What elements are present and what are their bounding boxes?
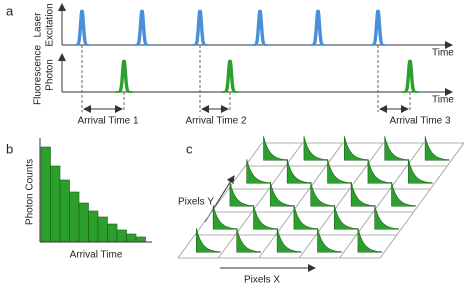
axis-label: Laser [33, 12, 44, 38]
decay-curve [286, 159, 312, 184]
pulse [370, 9, 388, 46]
arrival-label: Arrival Time 1 [77, 116, 139, 127]
decay-curve [391, 182, 416, 207]
pulse [252, 9, 270, 46]
panel-a: a Laser Excitation Fluorescence Photon T… [6, 3, 454, 127]
pulse [116, 59, 134, 93]
histogram-bar [97, 216, 108, 243]
decay-curve [253, 205, 278, 230]
pulse [402, 59, 420, 93]
pulse [74, 9, 92, 46]
grid-line [298, 142, 384, 259]
arrival-label: Arrival Time 2 [185, 116, 247, 127]
decay-curve [327, 159, 352, 184]
panel-b: b Photon Counts Arrival Time [6, 138, 152, 261]
axis-label: Excitation [45, 3, 56, 46]
histogram-bar [78, 202, 89, 243]
grid-line [379, 142, 465, 259]
histogram-bar [69, 191, 80, 243]
decay-curve [196, 228, 221, 253]
decay-curve [246, 159, 272, 184]
decay-curve [357, 228, 383, 253]
axis-label: Photon Counts [25, 159, 36, 225]
histogram-bar [40, 146, 51, 243]
grid-line [258, 142, 344, 259]
decay-curve [317, 228, 342, 253]
grid-line [218, 142, 303, 259]
decay-curve [276, 228, 302, 253]
axis-label: Pixels X [244, 275, 280, 286]
decay-curve [229, 182, 255, 207]
decay-curve [367, 159, 393, 184]
decay-curve [310, 182, 336, 207]
decay-curve [334, 205, 359, 230]
grid-line [339, 142, 424, 259]
decay-curve [212, 205, 238, 230]
decay-curve [344, 136, 369, 161]
panel-label: a [6, 3, 14, 18]
pulse [134, 9, 152, 46]
panel-c: c Pixels Y Pixels X [177, 136, 465, 286]
pulse [310, 9, 328, 46]
histogram-bar [135, 236, 146, 243]
axis-label: Pixels Y [178, 197, 214, 208]
decay-curve [263, 136, 288, 161]
axis-label: Time [432, 48, 454, 59]
histogram-bar [59, 179, 70, 243]
decay-curve [424, 136, 450, 161]
histogram-bar [50, 165, 61, 243]
axis-label: Time [432, 95, 454, 106]
decay-curve [374, 205, 400, 230]
decay-curve [350, 182, 376, 207]
histogram-bar [116, 229, 127, 243]
axis-label: Arrival Time [70, 250, 123, 261]
histogram-bar [88, 210, 99, 243]
histogram-bar [107, 223, 118, 243]
decay-curve [236, 228, 262, 253]
axis-label: Fluorescence [33, 45, 44, 105]
arrival-label: Arrival Time 3 [389, 116, 451, 127]
decay-curve [270, 182, 295, 207]
decay-curve [408, 159, 433, 184]
pulse [222, 59, 240, 93]
axis-label: Photon [45, 59, 56, 91]
pulse [192, 9, 210, 46]
grid-line [177, 142, 263, 259]
decay-curve [303, 136, 329, 161]
panel-label: c [186, 141, 193, 156]
panel-label: b [6, 141, 13, 156]
histogram-bar [126, 233, 137, 243]
decay-curve [293, 205, 319, 230]
decay-curve [384, 136, 410, 161]
